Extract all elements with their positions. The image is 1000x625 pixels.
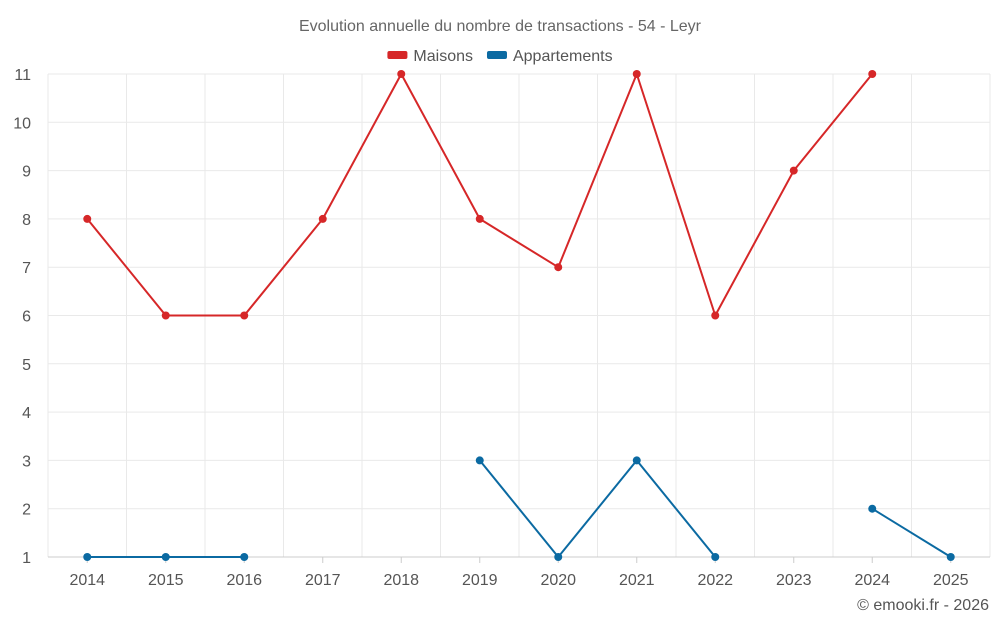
x-tick-label: 2019 [462,572,498,589]
x-tick-label: 2016 [226,572,262,589]
data-point[interactable] [868,70,877,78]
credit-text: © emooki.fr - 2026 [857,597,989,614]
y-tick-label: 11 [14,67,31,84]
legend-item-maisons[interactable]: Maisons [387,48,473,65]
data-point[interactable] [240,311,249,320]
legend: Maisons Appartements [387,48,613,65]
data-point[interactable] [711,311,720,320]
x-tick-label: 2024 [854,572,890,589]
data-point[interactable] [475,214,484,223]
data-point[interactable] [83,553,92,561]
legend-swatch [387,51,408,59]
x-tick-label: 2022 [697,572,733,589]
legend-item-appartements[interactable]: Appartements [486,48,613,65]
legend-label: Appartements [513,48,613,65]
axes: 1 2 3 4 5 6 7 8 9 10 11 2014 2015 2016 2017 2018 2019 202… [13,67,990,589]
y-tick-label: 2 [22,502,31,519]
y-tick-label: 8 [22,212,31,229]
series-maisons [83,70,877,320]
x-tick-label: 2017 [305,572,341,589]
data-point[interactable] [318,214,327,223]
data-point[interactable] [554,263,563,272]
x-tick-label: 2015 [148,572,184,589]
y-tick-label: 4 [22,405,31,422]
series-line [478,459,717,558]
y-tick-label: 7 [22,260,31,277]
series-layer [83,70,955,561]
x-tick-label: 2021 [619,572,655,589]
data-point[interactable] [240,553,249,561]
chart-title: Evolution annuelle du nombre de transact… [299,18,702,35]
legend-label: Maisons [413,48,473,65]
data-point[interactable] [789,166,798,175]
data-point[interactable] [711,553,720,561]
series-line [871,507,952,558]
data-point[interactable] [632,70,641,78]
legend-swatch [486,51,507,59]
data-point[interactable] [632,456,641,465]
y-tick-label: 3 [22,453,31,470]
series-appartements [83,456,955,561]
data-point[interactable] [946,553,955,561]
data-point[interactable] [83,214,92,223]
x-tick-label: 2020 [540,572,576,589]
data-point[interactable] [161,553,170,561]
x-tick-label: 2025 [933,572,969,589]
data-point[interactable] [161,311,170,320]
data-point[interactable] [475,456,484,465]
x-tick-label: 2014 [69,572,105,589]
x-tick-label: 2023 [776,572,812,589]
data-point[interactable] [397,70,406,78]
y-tick-label: 5 [22,357,31,374]
y-tick-label: 6 [22,309,31,326]
y-tick-label: 1 [22,550,31,567]
y-tick-label: 10 [13,115,31,132]
data-point[interactable] [554,553,563,561]
x-tick-label: 2018 [383,572,419,589]
data-point[interactable] [868,504,877,513]
y-tick-label: 9 [22,164,31,181]
